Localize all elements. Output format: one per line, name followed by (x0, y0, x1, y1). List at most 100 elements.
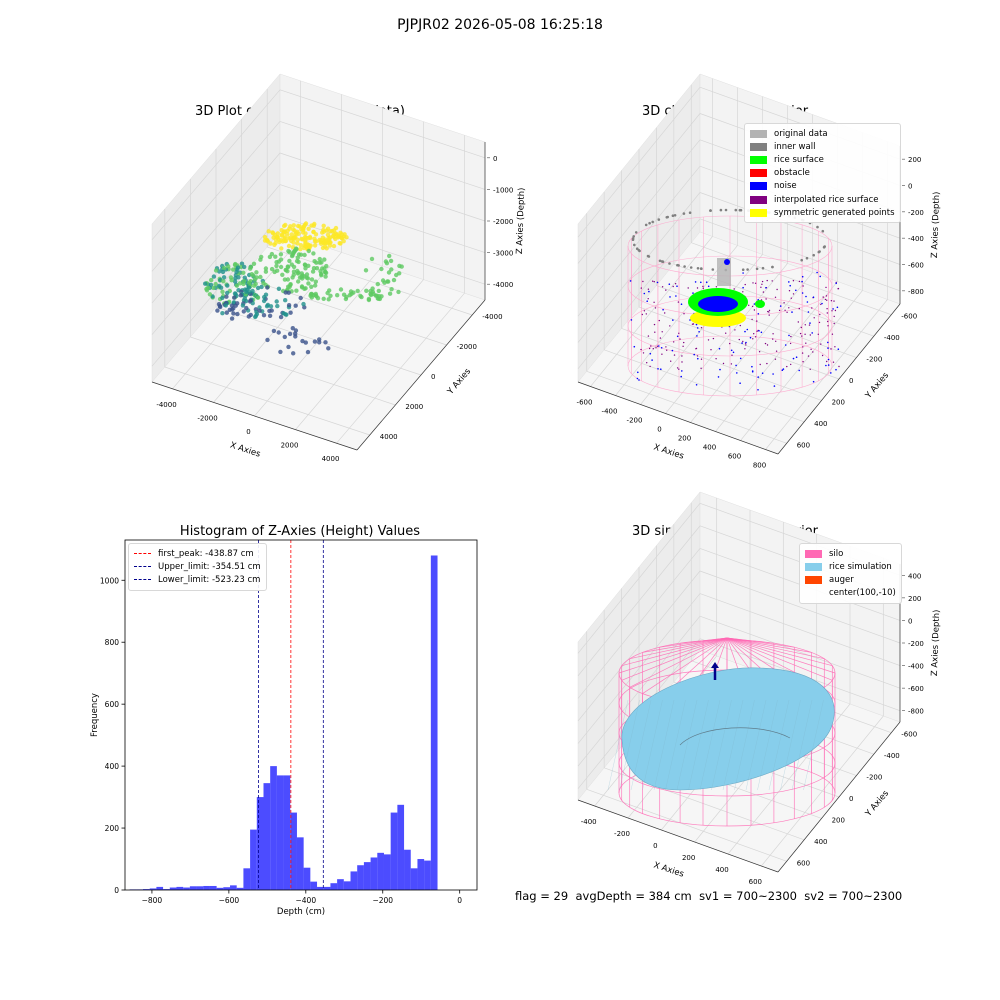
sim-xtick-label: 0 (653, 842, 657, 850)
cls-interpolated-point (666, 349, 668, 351)
histogram-legend: first_peak: -438.87 cm Upper_limit: -354.… (128, 543, 267, 591)
cls-noise-point (791, 311, 793, 313)
cls-interpolated-point (648, 347, 651, 350)
raw-point (385, 279, 390, 284)
cls-inner-wall-point (816, 225, 819, 229)
sim-ztick-label: 0 (908, 617, 912, 625)
cls-interpolated-point (725, 332, 727, 334)
cls-interpolated-point (827, 325, 829, 327)
cls-noise-point (636, 377, 639, 380)
raw-point (224, 294, 229, 299)
cls-noise-point (779, 305, 782, 307)
raw-point (282, 334, 287, 340)
cls-interpolated-point (678, 368, 680, 370)
raw-point (322, 257, 327, 262)
cls-interpolated-point (739, 324, 741, 327)
cls-noise-point (719, 368, 721, 371)
hist-bar (363, 862, 371, 890)
cls-interpolated-point (792, 280, 795, 282)
cls-interpolated-point (784, 309, 786, 311)
hist-bar (203, 885, 210, 890)
raw-point (264, 304, 270, 309)
cls-interpolated-point (831, 310, 833, 312)
raw-point (231, 311, 236, 316)
cls-noise-point (753, 303, 756, 305)
sim-xtick-label: -200 (614, 830, 630, 838)
cls-interpolated-point (653, 281, 655, 283)
hist-plot-area (125, 540, 477, 890)
cls-noise-point (835, 282, 837, 285)
cls-interpolated-point (798, 280, 801, 283)
sim-ztick-label: -800 (908, 708, 924, 716)
raw-point (331, 243, 337, 249)
cls-interpolated-point (800, 326, 802, 329)
cls-interpolated-point (768, 309, 771, 312)
cls-noise-point (757, 376, 759, 378)
cls-noise-point (806, 301, 809, 303)
hist-bar (390, 812, 398, 890)
cls-interpolated-point (792, 293, 795, 295)
cls-inner-wall-point (711, 268, 715, 271)
raw-xtick-label: 2000 (281, 442, 299, 450)
cls-noise-point (832, 308, 834, 310)
cls-noise-point (657, 368, 659, 370)
raw-point (278, 314, 284, 320)
hist-bar (169, 887, 177, 890)
sim-ytick-label: 0 (849, 795, 853, 803)
raw-point (225, 290, 230, 296)
raw-point (235, 265, 241, 270)
sv2-text: sv2 = 700~2300 (804, 889, 903, 903)
legend-swatch (750, 195, 767, 204)
cls-interpolated-point (786, 311, 788, 313)
cls-interpolated-point (665, 346, 667, 348)
cls-noise-point (795, 356, 798, 359)
cls-interpolated-point (810, 348, 812, 350)
cls-interpolated-point (762, 291, 765, 293)
legend-swatch (750, 182, 767, 191)
raw-xtick-label: 4000 (322, 455, 340, 463)
raw-point (319, 260, 324, 265)
cls-inner-wall-point (668, 262, 671, 265)
raw-point (397, 263, 402, 269)
legend-label: original data (774, 128, 828, 139)
cls-noise-point (637, 371, 639, 374)
cls-inner-wall-point (689, 266, 693, 269)
cls-noise-point (638, 379, 640, 381)
raw-point (286, 290, 291, 295)
cls-noise-point (676, 335, 679, 338)
hist-bar (209, 885, 217, 890)
raw-point (327, 240, 332, 245)
classify-3d-plot: -600 -400 -200 0 200 400 600 800 600 400 200 0 -200 -… (577, 73, 942, 470)
cls-interpolated-point (820, 343, 822, 345)
raw-xtick-label: 0 (246, 428, 250, 436)
sim-x-axis-label: X Axies (652, 860, 685, 879)
raw-point (265, 285, 270, 290)
sim-y-axis-label: Y Axies (863, 788, 891, 819)
raw-point (301, 245, 307, 251)
raw-point (309, 223, 314, 228)
raw-point (301, 301, 306, 307)
raw-point (303, 231, 308, 236)
cls-noise-point (765, 287, 767, 289)
cls-noise-point (782, 368, 785, 370)
cls-interpolated-point (652, 348, 654, 350)
raw-point (234, 283, 240, 288)
raw-point (252, 283, 257, 288)
raw-point (263, 266, 269, 271)
sim-grid-z-left (577, 548, 701, 699)
cls-inner-wall-point (683, 265, 686, 268)
raw-grid-z-back (279, 184, 486, 253)
raw-point (231, 267, 236, 272)
raw-ytick-label: 0 (431, 373, 435, 381)
raw-point (267, 308, 272, 314)
raw-point (248, 298, 253, 303)
figure-suptitle: PJPJR02 2026-05-08 16:25:18 (397, 17, 603, 33)
raw-point (261, 313, 267, 318)
raw-point (274, 299, 279, 304)
raw-point (325, 226, 331, 231)
cls-interpolated-point (754, 336, 757, 338)
sim-grid-z-left (577, 593, 701, 744)
sim-xtick-label: 200 (682, 854, 695, 862)
cls-noise-point (646, 300, 648, 303)
hist-x-axis-label: Depth (cm) (277, 907, 325, 917)
